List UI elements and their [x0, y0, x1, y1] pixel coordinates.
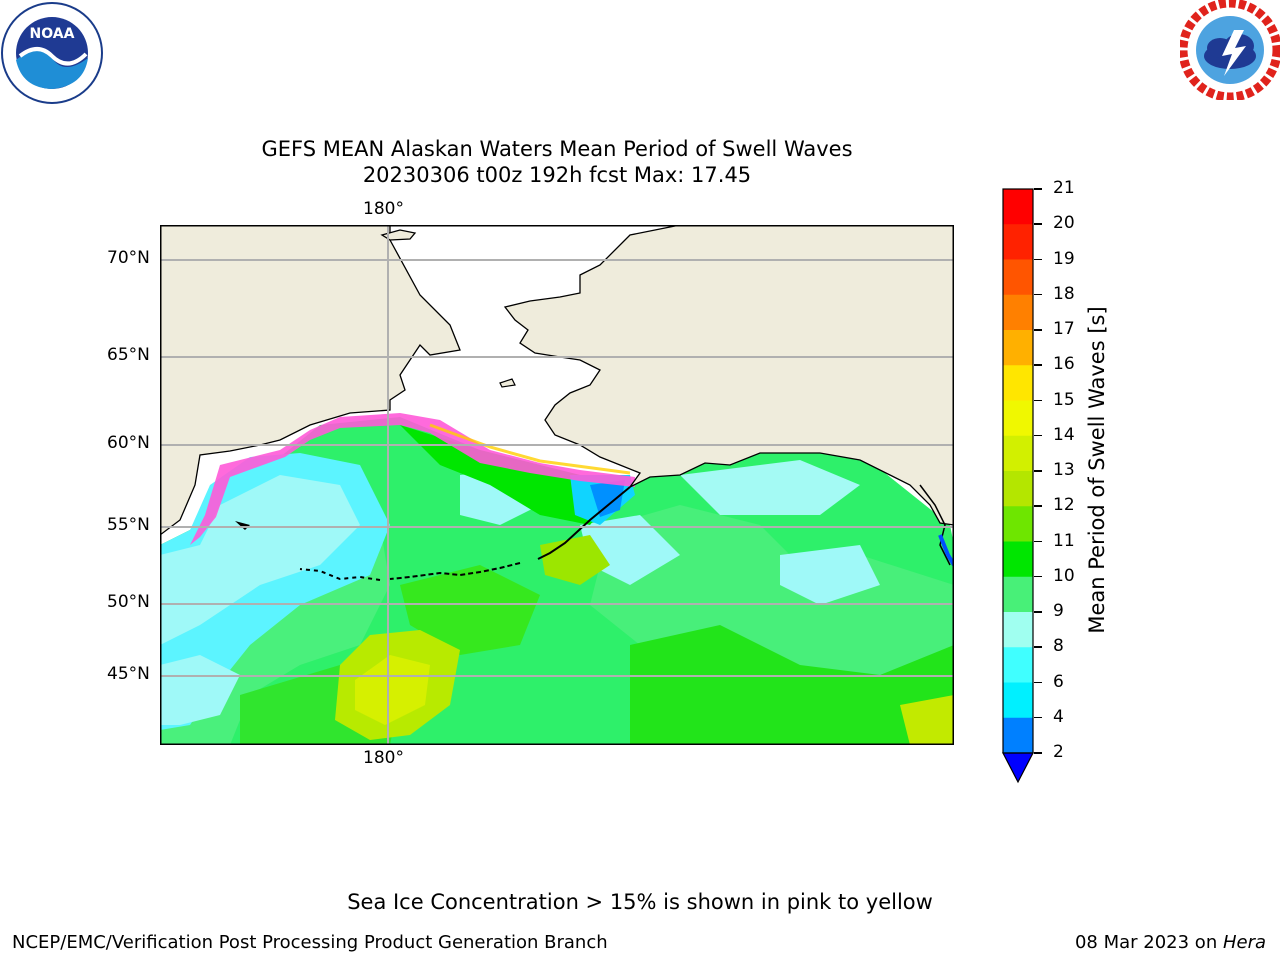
lat-label-45: 45°N: [107, 664, 150, 684]
colorbar-band: [1003, 541, 1033, 578]
colorbar-tick-label: 15: [1053, 389, 1075, 410]
colorbar-band: [1003, 330, 1033, 366]
footer-left: NCEP/EMC/Verification Post Processing Pr…: [12, 932, 608, 953]
colorbar-tick-mark: [1034, 611, 1042, 613]
colorbar-band: [1003, 576, 1033, 613]
colorbar-tick-label: 16: [1053, 354, 1075, 375]
colorbar-tick-mark: [1034, 681, 1042, 683]
land-alaska: [503, 225, 954, 526]
colorbar-tick-label: 8: [1053, 636, 1064, 657]
colorbar-band: [1003, 435, 1033, 472]
colorbar-tick-label: 20: [1053, 213, 1075, 234]
colorbar-tick-mark: [1034, 399, 1042, 401]
colorbar-tick-mark: [1034, 364, 1042, 366]
colorbar-band: [1003, 506, 1033, 542]
colorbar-tick-label: 9: [1053, 601, 1064, 621]
noaa-logo-text: NOAA: [30, 26, 75, 42]
colorbar-band: [1003, 612, 1033, 648]
colorbar-tick-mark: [1034, 258, 1042, 260]
colorbar-tick-mark: [1034, 716, 1042, 719]
colorbar-tick-mark: [1034, 575, 1042, 578]
colorbar-tick-mark: [1034, 188, 1042, 190]
colorbar: [1002, 188, 1034, 784]
colorbar-tick-label: 10: [1053, 565, 1075, 586]
lat-label-60: 60°N: [107, 433, 150, 453]
noaa-logo: NOAA: [0, 0, 104, 106]
colorbar-tick-mark: [1034, 223, 1042, 225]
colorbar-tick-label: 18: [1053, 283, 1075, 304]
footer-date: 08 Mar 2023 on: [1074, 932, 1223, 953]
colorbar-tick-mark: [1034, 434, 1042, 437]
lon-label-top: 180°: [363, 199, 404, 219]
footer-machine: Hera: [1222, 932, 1266, 953]
lat-label-65: 65°N: [107, 345, 150, 365]
lat-label-50: 50°N: [107, 592, 150, 612]
colorbar-tick-label: 6: [1053, 671, 1064, 692]
chart-title-line1: GEFS MEAN Alaskan Waters Mean Period of …: [261, 137, 853, 161]
colorbar-band: [1003, 294, 1033, 331]
land-russia: [160, 225, 461, 536]
footer-right: 08 Mar 2023 on Hera: [1075, 932, 1266, 953]
colorbar-band: [1003, 365, 1033, 401]
colorbar-tick-label: 14: [1053, 424, 1075, 445]
colorbar-band: [1003, 224, 1033, 260]
colorbar-tick-mark: [1034, 293, 1042, 296]
colorbar-tick-label: 17: [1053, 319, 1075, 339]
colorbar-band: [1003, 717, 1033, 754]
map-panel: [160, 225, 954, 745]
colorbar-tick-mark: [1034, 540, 1042, 542]
lon-label-bottom: 180°: [363, 748, 404, 768]
sea-ice-note: Sea Ice Concentration > 15% is shown in …: [347, 890, 933, 914]
colorbar-tick-mark: [1034, 470, 1042, 472]
lat-label-70: 70°N: [107, 248, 150, 268]
colorbar-extend-arrow: [1002, 752, 1034, 784]
colorbar-band: [1003, 647, 1033, 683]
colorbar-tick-mark: [1034, 329, 1042, 331]
nws-logo: [1178, 0, 1280, 102]
colorbar-tick-mark: [1034, 646, 1042, 648]
colorbar-band: [1003, 400, 1033, 437]
colorbar-tick-mark: [1034, 752, 1042, 754]
colorbar-tick-label: 13: [1053, 460, 1075, 480]
colorbar-tick-label: 19: [1053, 248, 1075, 269]
colorbar-title: Mean Period of Swell Waves [s]: [1085, 306, 1109, 634]
chart-title-line2: 20230306 t00z 192h fcst Max: 17.45: [362, 163, 752, 187]
map-gridlines: [160, 225, 954, 745]
colorbar-band: [1003, 682, 1033, 719]
colorbar-tick-label: 21: [1053, 178, 1075, 198]
colorbar-tick-mark: [1034, 505, 1042, 507]
colorbar-tick-label: 4: [1053, 706, 1064, 727]
colorbar-band: [1003, 471, 1033, 507]
colorbar-band: [1003, 189, 1033, 225]
colorbar-band: [1003, 259, 1033, 296]
colorbar-tick-label: 12: [1053, 495, 1075, 516]
colorbar-tick-label: 2: [1053, 742, 1064, 762]
lat-label-55: 55°N: [107, 515, 150, 535]
colorbar-tick-label: 11: [1053, 530, 1075, 551]
